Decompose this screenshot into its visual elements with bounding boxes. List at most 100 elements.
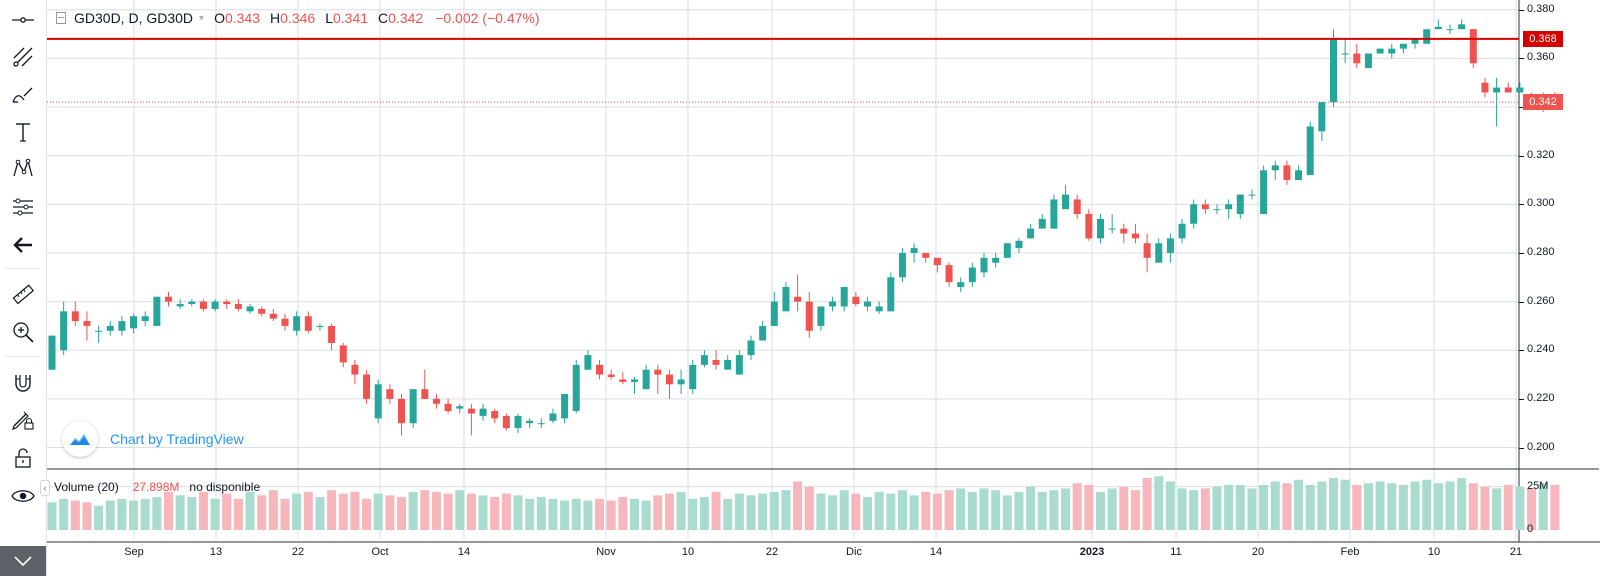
magnet-icon[interactable]	[5, 366, 41, 398]
lock-drawing-icon[interactable]	[5, 404, 41, 436]
tradingview-logo-icon	[62, 421, 98, 457]
candle-up	[1434, 26, 1442, 30]
back-arrow-icon[interactable]	[5, 229, 41, 261]
candle-up	[1248, 194, 1256, 196]
volume-bar	[1259, 484, 1269, 530]
candle-up	[1411, 38, 1419, 44]
volume-bar	[967, 491, 977, 530]
zoom-in-icon[interactable]	[5, 316, 41, 348]
volume-bar	[746, 495, 756, 530]
collapse-toolbar-button[interactable]	[0, 546, 46, 576]
volume-bar	[513, 495, 523, 530]
eye-icon[interactable]	[5, 480, 41, 512]
candle-up	[293, 316, 301, 331]
volume-bar	[1247, 488, 1257, 530]
volume-title[interactable]: Volume (20)	[54, 480, 119, 494]
pattern-icon[interactable]	[5, 153, 41, 185]
time-axis-label: Oct	[371, 546, 389, 558]
crosshair-icon[interactable]	[5, 4, 41, 36]
candle-up	[770, 301, 778, 326]
volume-bar	[897, 490, 907, 530]
price-axis-label: 0.240	[1527, 343, 1555, 356]
volume-bar	[105, 500, 115, 530]
candle-up	[1236, 194, 1244, 215]
volume-bar	[408, 491, 418, 530]
volume-note: no disponible	[189, 480, 261, 494]
volume-bar	[140, 498, 150, 530]
drawing-toolbar	[0, 0, 47, 576]
candle-down	[805, 301, 813, 331]
candle-up	[992, 257, 1000, 263]
volume-bar	[1072, 483, 1082, 530]
volume-bar	[688, 498, 698, 530]
volume-value: 27.898M	[132, 480, 180, 494]
price-axis-tick	[1519, 107, 1524, 109]
candle-up	[968, 267, 976, 283]
volume-bar	[956, 488, 966, 530]
chevron-down-icon	[14, 556, 32, 567]
volume-bar	[699, 497, 709, 530]
candle-up	[1271, 165, 1279, 171]
candle-up	[759, 325, 767, 341]
volume-bar	[595, 498, 605, 530]
candle-down	[71, 311, 79, 322]
volume-bar	[769, 491, 779, 530]
text-icon[interactable]	[5, 116, 41, 148]
candle-up	[817, 306, 825, 326]
unlock-icon[interactable]	[5, 442, 41, 474]
close-key: C	[378, 10, 389, 26]
candle-down	[607, 374, 615, 378]
overlays	[47, 37, 1519, 103]
legend-caret-icon[interactable]: ▾	[199, 12, 205, 24]
candle-up	[677, 379, 685, 385]
volume-bar	[1317, 481, 1327, 530]
volume-bar	[222, 493, 232, 530]
open-value: 0.343	[224, 10, 261, 26]
volume-bar	[1165, 481, 1175, 530]
candle-up	[1399, 43, 1407, 49]
price-axis-label: 0.380	[1527, 2, 1555, 15]
ruler-icon[interactable]	[5, 278, 41, 310]
volume-bar	[338, 493, 348, 530]
collapse-legend-icon[interactable]	[56, 12, 66, 24]
collapse-pane-icon[interactable]: ‹	[40, 480, 50, 496]
candle-up	[479, 408, 487, 416]
volume-bar	[443, 493, 453, 530]
candle-down	[1085, 214, 1093, 239]
volume-bar	[455, 490, 465, 530]
candle-up	[549, 413, 557, 421]
volume-bar	[851, 493, 861, 530]
candle-up	[898, 252, 906, 278]
volume-bar	[839, 490, 849, 530]
brush-icon[interactable]	[5, 79, 41, 111]
candle-up	[957, 282, 965, 288]
candle-down	[619, 379, 627, 382]
volume-bar	[723, 498, 733, 530]
volume-bar	[117, 498, 127, 530]
candle-down	[852, 296, 860, 305]
volume-bar	[1037, 491, 1047, 530]
candle-up	[887, 277, 895, 312]
price-axis-label: 0.200	[1527, 440, 1555, 453]
candle-up	[689, 364, 697, 390]
volume-bar	[1154, 476, 1164, 530]
candle-up	[246, 306, 254, 312]
trend-line-icon[interactable]	[5, 41, 41, 73]
candle-up	[1225, 204, 1233, 210]
candle-up	[1295, 170, 1303, 180]
candle-up	[153, 296, 161, 326]
candle-down	[654, 369, 662, 375]
volume-bar	[606, 500, 616, 530]
candle-up	[1260, 170, 1268, 215]
price-axis-label: 0.220	[1527, 391, 1555, 404]
candle-down	[304, 316, 312, 331]
price-axis-label: 0.360	[1527, 51, 1555, 64]
price-axis-label: 0.300	[1527, 197, 1555, 210]
volume-bar	[874, 491, 884, 530]
volume-bar	[1363, 483, 1373, 530]
prediction-icon[interactable]	[5, 191, 41, 223]
symbol-title[interactable]: GD30D, D, GD30D	[74, 10, 194, 26]
tradingview-watermark[interactable]: Chart by TradingView	[62, 420, 244, 458]
time-axis-label: 22	[765, 546, 779, 558]
